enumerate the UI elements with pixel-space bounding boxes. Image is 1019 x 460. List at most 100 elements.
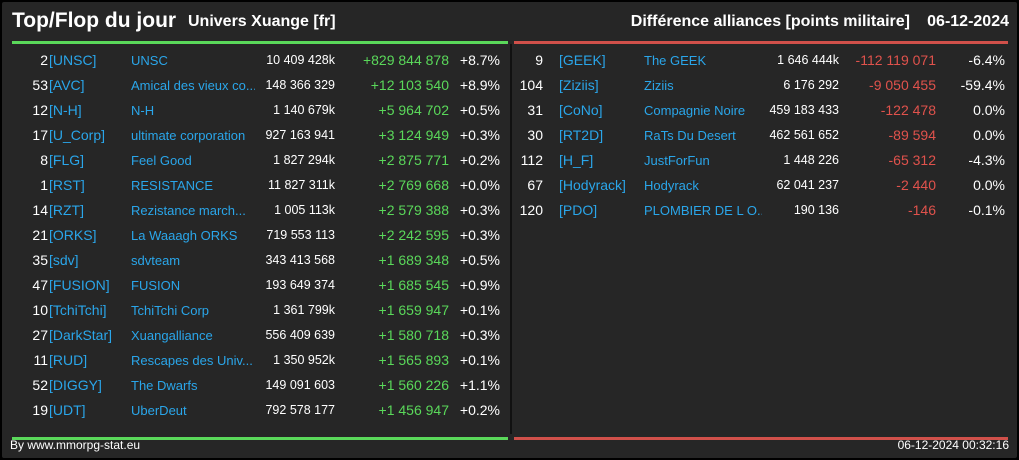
flop-row: 104 [Ziziis] Ziziis 6 176 292 -9 050 455 -59.… [514, 73, 1008, 98]
alliance-tag-link[interactable]: [RT2D] [559, 127, 604, 143]
alliance-name-link[interactable]: Rezistance march... [131, 203, 246, 218]
alliance-tag-link[interactable]: [Hodyrack] [559, 177, 626, 193]
percent-change: +0.0% [459, 177, 500, 193]
alliance-name-link[interactable]: The GEEK [644, 53, 707, 68]
alliance-points: 148 366 329 [265, 78, 335, 92]
points-difference: -122 478 [880, 102, 936, 118]
alliance-tag-link[interactable]: [N-H] [49, 102, 82, 118]
percent-change: +8.9% [459, 77, 500, 93]
alliance-tag-link[interactable]: [RUD] [49, 352, 88, 368]
alliance-tag-link[interactable]: [RZT] [49, 202, 84, 218]
alliance-name-link[interactable]: JustForFun [644, 153, 710, 168]
alliance-points: 556 409 639 [265, 328, 335, 342]
alliance-name-link[interactable]: The Dwarfs [131, 378, 198, 393]
alliance-points: 1 005 113k [274, 203, 335, 217]
alliance-name-link[interactable]: RaTs Du Desert [644, 128, 736, 143]
points-difference: +1 456 947 [378, 402, 449, 418]
alliance-tag-link[interactable]: [FUSION] [49, 277, 110, 293]
alliance-tag-link[interactable]: [TchiTchi] [49, 302, 107, 318]
top-row: 10 [TchiTchi] TchiTchi Corp 1 361 799k +1 65… [12, 298, 508, 323]
alliance-points: 10 409 428k [266, 53, 335, 67]
alliance-tag-link[interactable]: [GEEK] [559, 52, 606, 68]
alliance-tag-link[interactable]: [U_Corp] [49, 127, 106, 143]
alliance-name-link[interactable]: RESISTANCE [131, 178, 214, 193]
percent-change: +0.3% [459, 227, 500, 243]
alliance-points: 149 091 603 [265, 378, 335, 392]
alliance-name-link[interactable]: Xuangalliance [131, 328, 213, 343]
alliance-tag-link[interactable]: [DarkStar] [49, 327, 113, 343]
alliance-rank: 2 [40, 52, 48, 68]
top-row: 19 [UDT] UberDeut 792 578 177 +1 456 947 +0.2… [12, 398, 508, 423]
alliance-points: 927 163 941 [265, 128, 335, 142]
alliance-rank: 19 [32, 402, 48, 418]
alliance-tag-link[interactable]: [H_F] [559, 152, 594, 168]
alliance-points: 1 827 294k [273, 153, 335, 167]
alliance-tag-link[interactable]: [AVC] [49, 77, 85, 93]
page-title: Top/Flop du jour [12, 9, 177, 32]
alliance-tag-link[interactable]: [RST] [49, 177, 85, 193]
top-row: 14 [RZT] Rezistance march... 1 005 113k +2 5… [12, 198, 508, 223]
alliance-name-link[interactable]: N-H [131, 103, 155, 118]
alliance-points: 459 183 433 [769, 103, 839, 117]
percent-change: +8.7% [459, 52, 500, 68]
alliance-rank: 120 [519, 202, 543, 218]
alliance-tag-link[interactable]: [UDT] [49, 402, 86, 418]
percent-change: +0.3% [459, 202, 500, 218]
alliance-points: 193 649 374 [265, 278, 335, 292]
alliance-name-link[interactable]: ultimate corporation [131, 128, 246, 143]
header: Top/Flop du jour Univers Xuange [fr] Dif… [2, 2, 1017, 40]
top-row: 17 [U_Corp] ultimate corporation 927 163 94… [12, 123, 508, 148]
flop-row: 120 [PDO] PLOMBIER DE L O... 190 136 -146 -0.… [514, 198, 1008, 223]
alliance-tag-link[interactable]: [FLG] [49, 152, 85, 168]
alliance-name-link[interactable]: TchiTchi Corp [131, 303, 210, 318]
top-row: 53 [AVC] Amical des vieux co... 148 366 329… [12, 73, 508, 98]
alliance-tag-link[interactable]: [CoNo] [559, 102, 603, 118]
alliance-tag-link[interactable]: [UNSC] [49, 52, 97, 68]
alliance-rank: 1 [40, 177, 48, 193]
alliance-points: 1 361 799k [273, 303, 335, 317]
points-difference: +2 875 771 [378, 152, 449, 168]
alliance-tag-link[interactable]: [sdv] [49, 252, 79, 268]
alliance-rank: 104 [519, 77, 543, 93]
alliance-rank: 12 [32, 102, 48, 118]
panel-divider [510, 44, 512, 434]
header-date: 06-12-2024 [927, 13, 1009, 30]
alliance-name-link[interactable]: Ziziis [644, 78, 674, 93]
points-difference: +1 659 947 [378, 302, 449, 318]
alliance-tag-link[interactable]: [DIGGY] [49, 377, 102, 393]
points-difference: +1 560 226 [378, 377, 449, 393]
percent-change: 0.0% [973, 102, 1005, 118]
alliance-name-link[interactable]: FUSION [131, 278, 181, 293]
alliance-tag-link[interactable]: [ORKS] [49, 227, 97, 243]
alliance-name-link[interactable]: UberDeut [131, 403, 187, 418]
top-row: 35 [sdv] sdvteam 343 413 568 +1 689 348 +0.5% [12, 248, 508, 273]
alliance-name-link[interactable]: Rescapes des Univ... [131, 353, 253, 368]
ranking-subtitle: Différence alliances [points militaire] [630, 13, 910, 30]
alliance-tag-link[interactable]: [PDO] [559, 202, 598, 218]
top-row: 52 [DIGGY] The Dwarfs 149 091 603 +1 560 226… [12, 373, 508, 398]
top-row: 21 [ORKS] La Waaagh ORKS 719 553 113 +2 242 … [12, 223, 508, 248]
alliance-name-link[interactable]: UNSC [131, 53, 168, 68]
alliance-name-link[interactable]: PLOMBIER DE L O... [644, 203, 762, 218]
alliance-name-link[interactable]: Amical des vieux co... [131, 78, 255, 93]
alliance-name-link[interactable]: sdvteam [131, 253, 181, 268]
percent-change: 0.0% [973, 177, 1005, 193]
alliance-name-link[interactable]: Compagnie Noire [644, 103, 746, 118]
alliance-name-link[interactable]: La Waaagh ORKS [131, 228, 238, 243]
percent-change: -6.4% [968, 52, 1005, 68]
alliance-name-link[interactable]: Feel Good [131, 153, 192, 168]
points-difference: -146 [907, 202, 936, 218]
alliance-tag-link[interactable]: [Ziziis] [559, 77, 599, 93]
alliance-name-link[interactable]: Hodyrack [644, 178, 699, 193]
alliance-points: 1 646 444k [777, 53, 839, 67]
percent-change: +0.2% [459, 152, 500, 168]
universe-label: Univers Xuange [fr] [188, 13, 336, 30]
alliance-rank: 112 [520, 152, 543, 168]
points-difference: +2 579 388 [378, 202, 449, 218]
points-difference: +829 844 878 [362, 52, 449, 68]
points-difference: +3 124 949 [378, 127, 449, 143]
percent-change: +0.5% [459, 252, 500, 268]
top-row: 12 [N-H] N-H 1 140 679k +5 964 702 +0.5% [12, 98, 508, 123]
flop-row: 30 [RT2D] RaTs Du Desert 462 561 652 -89 594… [514, 123, 1008, 148]
